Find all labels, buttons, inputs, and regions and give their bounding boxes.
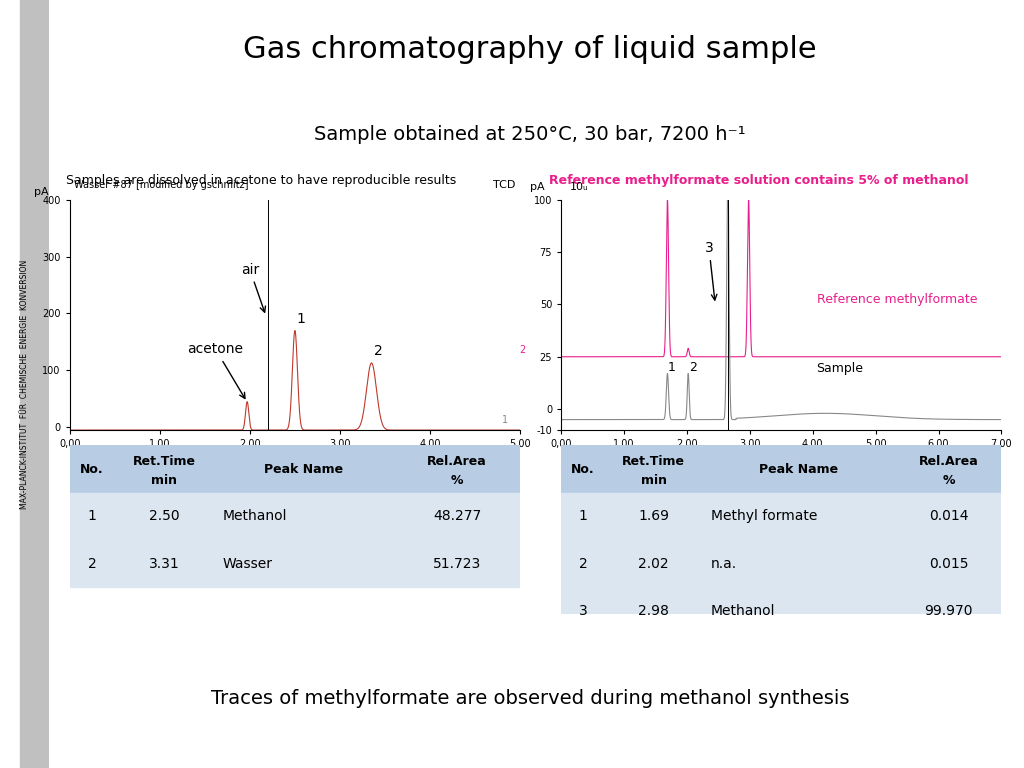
Text: 0.014: 0.014 [929, 509, 969, 524]
FancyBboxPatch shape [561, 540, 1001, 588]
Text: No.: No. [571, 462, 595, 475]
Text: min: min [641, 475, 667, 488]
Text: 2: 2 [519, 346, 526, 356]
Text: Peak Name: Peak Name [760, 462, 839, 475]
Text: air: air [241, 263, 265, 313]
Text: Traces of methylformate are observed during methanol synthesis: Traces of methylformate are observed dur… [211, 690, 849, 708]
Text: 2.02: 2.02 [638, 557, 669, 571]
Text: Reference methylformate: Reference methylformate [816, 293, 977, 306]
X-axis label: min: min [771, 451, 792, 461]
Text: Sample: Sample [816, 362, 863, 376]
Text: No.: No. [80, 462, 104, 475]
Text: 3: 3 [705, 241, 717, 300]
Bar [19, 0, 49, 768]
Text: Ret.Time: Ret.Time [133, 455, 196, 468]
Text: Wasser #87 [modified by gschmitz]: Wasser #87 [modified by gschmitz] [74, 180, 249, 190]
Text: Reference methylformate solution contains 5% of methanol: Reference methylformate solution contain… [549, 174, 969, 187]
Text: 10ᵤ: 10ᵤ [570, 183, 589, 193]
Text: 2: 2 [88, 557, 96, 571]
FancyBboxPatch shape [561, 445, 1001, 493]
Text: Methyl formate: Methyl formate [711, 509, 817, 524]
Text: Sample obtained at 250°C, 30 bar, 7200 h⁻¹: Sample obtained at 250°C, 30 bar, 7200 h… [314, 125, 745, 144]
Text: 3.31: 3.31 [148, 557, 179, 571]
Text: 2: 2 [374, 344, 383, 358]
Text: Peak Name: Peak Name [264, 462, 343, 475]
Text: 2: 2 [579, 557, 588, 571]
Text: 51.723: 51.723 [433, 557, 481, 571]
Text: Methanol: Methanol [223, 509, 288, 524]
Text: pA: pA [34, 187, 48, 197]
X-axis label: min: min [285, 451, 305, 461]
Text: 3: 3 [579, 604, 588, 618]
Text: Rel.Area: Rel.Area [919, 455, 979, 468]
Text: 1: 1 [579, 509, 588, 524]
Text: 1: 1 [668, 360, 676, 373]
Text: Methanol: Methanol [711, 604, 775, 618]
FancyBboxPatch shape [561, 493, 1001, 540]
Text: Rel.Area: Rel.Area [427, 455, 487, 468]
FancyBboxPatch shape [561, 588, 1001, 634]
Text: 48.277: 48.277 [433, 509, 481, 524]
Text: 1: 1 [88, 509, 96, 524]
Text: n.a.: n.a. [711, 557, 737, 571]
Text: 0.015: 0.015 [929, 557, 969, 571]
Text: 2.50: 2.50 [148, 509, 179, 524]
Text: min: min [152, 475, 177, 488]
Text: pA: pA [530, 183, 545, 193]
Text: 2.98: 2.98 [638, 604, 669, 618]
Text: Ret.Time: Ret.Time [623, 455, 685, 468]
Text: 1: 1 [502, 415, 508, 425]
Text: 2: 2 [689, 360, 696, 373]
Text: 1.69: 1.69 [638, 509, 669, 524]
FancyBboxPatch shape [70, 445, 520, 493]
Text: Samples are dissolved in acetone to have reproducible results: Samples are dissolved in acetone to have… [66, 174, 456, 187]
FancyBboxPatch shape [70, 493, 520, 540]
Text: MAX-PLANCK-INSTITUT  FÜR  CHEMISCHE  ENERGIE  KONVERSION: MAX-PLANCK-INSTITUT FÜR CHEMISCHE ENERGI… [20, 260, 29, 508]
Text: 1: 1 [297, 312, 305, 326]
Text: Wasser: Wasser [223, 557, 272, 571]
Text: acetone: acetone [187, 343, 245, 399]
FancyBboxPatch shape [70, 540, 520, 588]
Text: %: % [451, 475, 464, 488]
Text: 99.970: 99.970 [925, 604, 973, 618]
Text: TCD: TCD [494, 180, 516, 190]
Text: Gas chromatography of liquid sample: Gas chromatography of liquid sample [243, 35, 817, 64]
Text: %: % [942, 475, 955, 488]
